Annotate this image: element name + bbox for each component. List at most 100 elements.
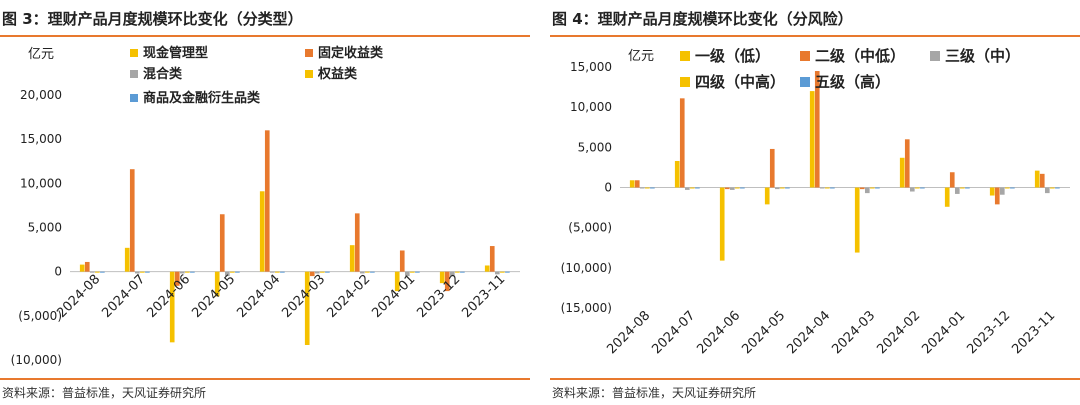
bar [460, 271, 465, 273]
bar [1039, 173, 1045, 188]
legend-label: 权益类 [317, 66, 358, 82]
bar [764, 187, 770, 205]
legend-swatch [800, 51, 810, 61]
bar [870, 187, 875, 189]
bar [639, 187, 645, 189]
x-tick-label: 2024-02 [874, 308, 923, 357]
bar [439, 271, 445, 284]
bar [915, 187, 920, 189]
bar [944, 187, 950, 207]
x-tick-label: 2024-08 [54, 272, 103, 321]
legend-label: 二级（中低） [815, 47, 905, 65]
bar [190, 271, 195, 273]
bar [735, 187, 740, 189]
bar [359, 271, 365, 274]
bar [954, 187, 960, 194]
source-divider [550, 378, 1080, 380]
bar [1055, 187, 1060, 189]
x-tick-label: 2023-11 [459, 272, 508, 321]
title-divider [550, 35, 1080, 37]
bar [719, 187, 725, 261]
bar [145, 271, 150, 273]
legend-swatch [680, 51, 690, 61]
x-tick-label: 2024-06 [144, 272, 193, 321]
x-tick-label: 2024-03 [829, 308, 878, 357]
bar [415, 271, 420, 273]
source-note: 资料来源：普益标准，天风证券研究所 [2, 386, 207, 400]
bar [994, 187, 1000, 205]
legend-label: 四级（中高） [695, 73, 785, 91]
bar [280, 271, 285, 273]
bar [349, 245, 355, 272]
bar [399, 250, 405, 272]
source-divider [0, 378, 530, 380]
bar-chart-by-risk: 亿元 (15,000) (10,000) (5,000) 0 5,000 10,000 15,… [561, 47, 1070, 357]
x-tick-label: 2023-12 [964, 308, 1013, 357]
bar [875, 187, 880, 189]
legend-label: 商品及金融衍生品类 [143, 90, 261, 106]
bar [679, 98, 685, 188]
bar [140, 271, 145, 273]
bar [634, 180, 640, 188]
x-tick-label: 2024-06 [694, 308, 743, 357]
bar [365, 271, 370, 273]
bar [444, 271, 450, 292]
legend-swatch [680, 77, 690, 87]
y-tick-label: 15,000 [20, 132, 62, 146]
legend-label: 混合类 [143, 66, 183, 82]
x-tick-label: 2024-05 [739, 308, 788, 357]
legend-swatch [305, 70, 313, 78]
bar [314, 271, 320, 274]
bar [899, 157, 905, 188]
bar [169, 271, 175, 343]
title-divider [0, 35, 530, 37]
bar [404, 271, 410, 277]
y-axis-unit-label: 亿元 [28, 47, 54, 62]
bar [965, 187, 970, 189]
bar [500, 271, 505, 273]
bar [235, 271, 240, 273]
bar [1010, 187, 1015, 189]
legend-label: 固定收益类 [318, 45, 384, 61]
bar [179, 271, 185, 274]
bar [1005, 187, 1010, 189]
x-tick-label: 2024-05 [189, 272, 238, 321]
legend-label: 一级（低） [695, 47, 770, 65]
bar [729, 187, 735, 190]
bar [214, 271, 220, 297]
bar [769, 148, 775, 188]
bar [859, 187, 865, 190]
bar [174, 271, 180, 286]
bar [814, 71, 820, 188]
bar [79, 264, 85, 272]
bar [394, 271, 400, 292]
bar [999, 187, 1005, 195]
bar [1050, 187, 1055, 189]
bar [484, 265, 490, 272]
bar [505, 271, 510, 273]
x-tick-label: 2024-02 [324, 272, 373, 321]
bar [819, 187, 825, 189]
chart-panel-by-risk: 图 4：理财产品月度规模环比变化（分风险） 亿元 (15,000) (10,000)… [550, 0, 1080, 405]
x-tick-label: 2024-07 [649, 308, 698, 357]
bar [854, 187, 860, 253]
legend-label: 三级（中） [945, 47, 1020, 65]
chart-title: 图 4：理财产品月度规模环比变化（分风险） [552, 10, 853, 28]
bar [185, 271, 190, 273]
bar [684, 187, 690, 190]
bar [325, 271, 330, 273]
bar-chart-by-type: 亿元 (10,000) (5,000) 0 5,000 10,000 15,000 20,00… [11, 45, 520, 367]
bar [830, 187, 835, 189]
y-tick-label: 5,000 [578, 140, 612, 154]
y-tick-label: (15,000) [561, 301, 612, 315]
bar [740, 187, 745, 189]
y-tick-label: 10,000 [20, 176, 62, 190]
bar [100, 271, 105, 273]
bar [354, 213, 360, 272]
bar [134, 271, 140, 274]
bar [230, 271, 235, 273]
bar [489, 246, 495, 272]
bar [989, 187, 995, 196]
bar [864, 187, 870, 194]
chart-panel-by-type: 图 3：理财产品月度规模环比变化（分类型） 亿元 (10,000) (5,000) 0… [0, 0, 530, 405]
